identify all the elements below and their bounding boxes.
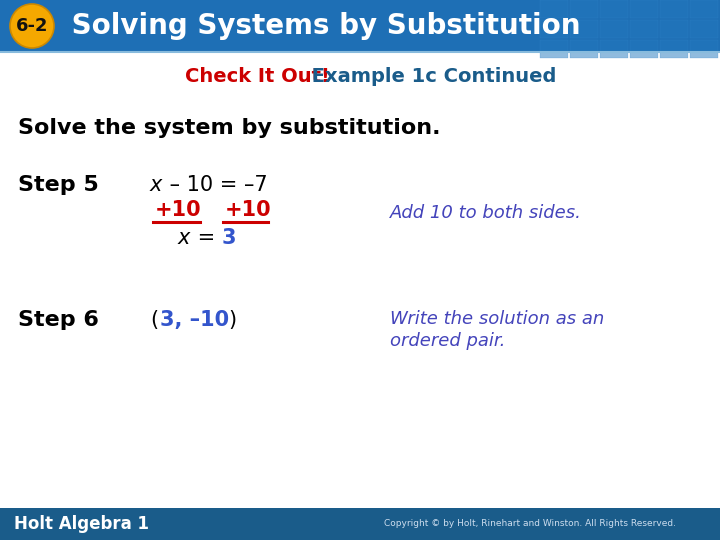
Text: Step 5: Step 5 <box>18 175 99 195</box>
Text: x: x <box>150 175 163 195</box>
Bar <box>660 40 688 58</box>
Text: Check It Out!: Check It Out! <box>185 66 330 85</box>
Text: Write the solution as an: Write the solution as an <box>390 310 604 328</box>
Text: (: ( <box>150 310 158 330</box>
Bar <box>540 0 568 18</box>
Text: +10: +10 <box>155 200 202 220</box>
Bar <box>540 20 568 38</box>
Bar <box>660 0 688 18</box>
Text: Step 6: Step 6 <box>18 310 99 330</box>
Bar <box>540 40 568 58</box>
Bar <box>630 20 658 38</box>
Text: 3: 3 <box>222 228 236 248</box>
Bar <box>600 20 628 38</box>
Text: Add 10 to both sides.: Add 10 to both sides. <box>390 204 582 222</box>
Text: Holt Algebra 1: Holt Algebra 1 <box>14 515 149 533</box>
Text: 3, –10: 3, –10 <box>160 310 229 330</box>
Bar <box>690 20 718 38</box>
Text: x: x <box>178 228 190 248</box>
Bar <box>570 20 598 38</box>
Text: 6-2: 6-2 <box>16 17 48 35</box>
Text: +10: +10 <box>225 200 271 220</box>
Bar <box>0 0 720 52</box>
Text: – 10 = –7: – 10 = –7 <box>163 175 268 195</box>
Circle shape <box>10 4 54 48</box>
Bar <box>690 40 718 58</box>
Text: ): ) <box>228 310 236 330</box>
Text: Solve the system by substitution.: Solve the system by substitution. <box>18 118 441 138</box>
Text: Solving Systems by Substitution: Solving Systems by Substitution <box>62 12 580 40</box>
Bar <box>630 40 658 58</box>
Bar <box>690 0 718 18</box>
Bar <box>600 0 628 18</box>
Bar <box>570 0 598 18</box>
Bar <box>630 0 658 18</box>
Bar <box>570 40 598 58</box>
Bar <box>660 20 688 38</box>
Text: =: = <box>191 228 222 248</box>
Bar <box>600 40 628 58</box>
Text: Example 1c Continued: Example 1c Continued <box>305 66 557 85</box>
Bar <box>0 508 720 540</box>
Text: ordered pair.: ordered pair. <box>390 332 505 350</box>
Text: Copyright © by Holt, Rinehart and Winston. All Rights Reserved.: Copyright © by Holt, Rinehart and Winsto… <box>384 519 676 529</box>
